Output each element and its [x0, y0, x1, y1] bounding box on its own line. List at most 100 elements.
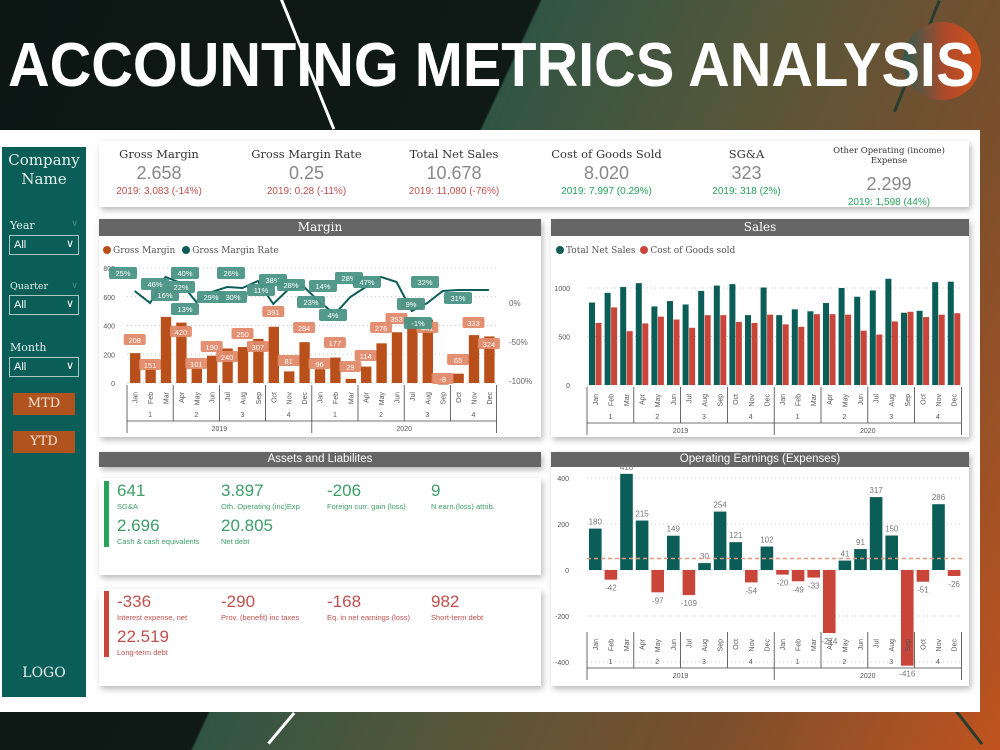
- axis-quarter-label: 3: [702, 414, 706, 421]
- data-label: -1%: [411, 319, 425, 328]
- month-select[interactable]: All ∨: [9, 357, 79, 377]
- axis-month-label: Apr: [827, 393, 834, 405]
- bar-cogs: [689, 327, 696, 385]
- bar: [207, 355, 218, 383]
- bar-earning: [869, 497, 883, 570]
- data-label: -8: [439, 375, 446, 384]
- axis-tick-right: -100%: [509, 377, 532, 386]
- data-label: 31%: [450, 294, 465, 303]
- data-label: 16%: [157, 291, 172, 300]
- ytd-button[interactable]: YTD: [13, 431, 75, 453]
- data-label: 317: [869, 486, 883, 495]
- kpi-title: Other Operating (income) Expense: [833, 146, 945, 166]
- axis-month-label: Mar: [348, 391, 355, 404]
- quarter-select[interactable]: All ∨: [9, 295, 79, 315]
- bar-cogs: [813, 314, 820, 385]
- data-label: -49: [792, 585, 804, 594]
- bar: [130, 353, 141, 383]
- data-label-bg: [431, 373, 454, 384]
- axis-tick: -400: [555, 660, 569, 667]
- axis-tick-right: 0%: [509, 299, 521, 308]
- data-label-bg: [216, 351, 239, 362]
- kpi-title: Gross Margin: [119, 147, 199, 161]
- axis-month-label: Jul: [874, 394, 881, 403]
- axis-quarter-label: 3: [241, 412, 245, 419]
- bar-net-sales: [745, 315, 751, 385]
- data-label-bg: [277, 355, 300, 366]
- axis-month-label: Oct: [920, 394, 927, 405]
- bar-net-sales: [729, 284, 736, 385]
- year-select[interactable]: All ∨: [9, 235, 79, 255]
- bar-earning: [838, 560, 852, 570]
- axis-month-label: Apr: [640, 638, 647, 650]
- kpi-title: Gross Margin Rate: [251, 147, 362, 161]
- axis-month-label: Jan: [780, 639, 787, 650]
- axis-month-label: Sep: [905, 639, 912, 652]
- bar-earning: [932, 504, 945, 570]
- data-label-bg: [247, 284, 275, 296]
- axis-month-label: Jul: [874, 639, 881, 648]
- bar-cogs: [860, 330, 867, 385]
- axis-month-label: Feb: [796, 394, 803, 406]
- margin-chart: 02004006008000%-50%-100%2081514604201011…: [103, 266, 532, 433]
- metric-value: 9: [431, 481, 441, 500]
- kpi-gross-margin-rate: Gross Margin Rate 0.25 2019: 0.28 (-11%): [244, 147, 369, 197]
- data-label: 254: [713, 501, 727, 510]
- axis-month-label: Jun: [858, 639, 865, 650]
- axis-year-label: 2019: [673, 428, 689, 435]
- data-label-bg: [167, 281, 195, 293]
- axis-month-label: Sep: [718, 394, 725, 407]
- axis-tick: 200: [557, 522, 569, 529]
- bar-cogs: [876, 334, 883, 385]
- metric-value: -206: [327, 481, 362, 500]
- bar-earning: [854, 549, 867, 570]
- bar: [361, 366, 372, 383]
- bar-expense: [823, 570, 836, 634]
- axis-quarter-label: 4: [472, 412, 476, 419]
- bar-cogs: [782, 324, 789, 385]
- bar: [376, 343, 387, 383]
- bar: [299, 342, 310, 383]
- kpi-value: 0.25: [288, 163, 325, 183]
- accent-bar: [104, 591, 109, 657]
- axis-quarter-label: 4: [749, 659, 753, 666]
- kpi-title: Total Net Sales: [409, 147, 499, 161]
- data-label-bg: [141, 278, 169, 290]
- data-label: 30%: [225, 293, 240, 302]
- legend-dot-icon: [640, 246, 649, 254]
- bar-net-sales: [869, 290, 876, 385]
- axis-month-label: Nov: [936, 639, 943, 652]
- bar-net-sales: [854, 296, 861, 385]
- data-label-bg: [370, 322, 393, 333]
- bar-expense: [916, 570, 930, 582]
- metric-label: Interest expense, net: [117, 613, 188, 622]
- chevron-down-icon: ∨: [65, 238, 74, 250]
- data-label: 180: [589, 518, 603, 527]
- axis-quarter-label: 1: [148, 412, 152, 419]
- axis-year-label: 2019: [212, 426, 228, 433]
- data-label: 40%: [177, 269, 192, 278]
- margin-panel: Margin Gross Margin Gross Margin Rate 0 2…: [99, 219, 541, 437]
- kpi-value: 10.678: [426, 163, 482, 183]
- bar-cogs: [767, 314, 774, 385]
- metric-value: -336: [117, 592, 152, 611]
- bar-expense: [651, 570, 664, 593]
- axis-quarter-label: 1: [333, 412, 337, 419]
- data-label: 420: [175, 328, 188, 337]
- axis-month-label: Jun: [671, 639, 678, 650]
- axis-year-label: 2020: [860, 673, 876, 680]
- mtd-button[interactable]: MTD: [13, 393, 75, 415]
- data-label: -42: [605, 584, 617, 593]
- data-label: -274: [821, 637, 838, 646]
- axis-tick: 1000: [554, 286, 570, 293]
- data-label: 91: [856, 538, 865, 547]
- bar-expense: [604, 570, 618, 580]
- metric-label: Cash & cash equivalents: [117, 537, 200, 546]
- axis-quarter-label: 3: [889, 659, 893, 666]
- axis-month-label: Aug: [702, 639, 709, 652]
- axis-year-label: 2020: [396, 426, 412, 433]
- assets-positive-card: 641 SG&A 3.897 Oth. Operating (inc)Exp -206 F…: [99, 478, 541, 575]
- data-label: 9%: [406, 300, 417, 309]
- data-label: 307: [252, 343, 265, 352]
- data-label: 208: [128, 336, 141, 345]
